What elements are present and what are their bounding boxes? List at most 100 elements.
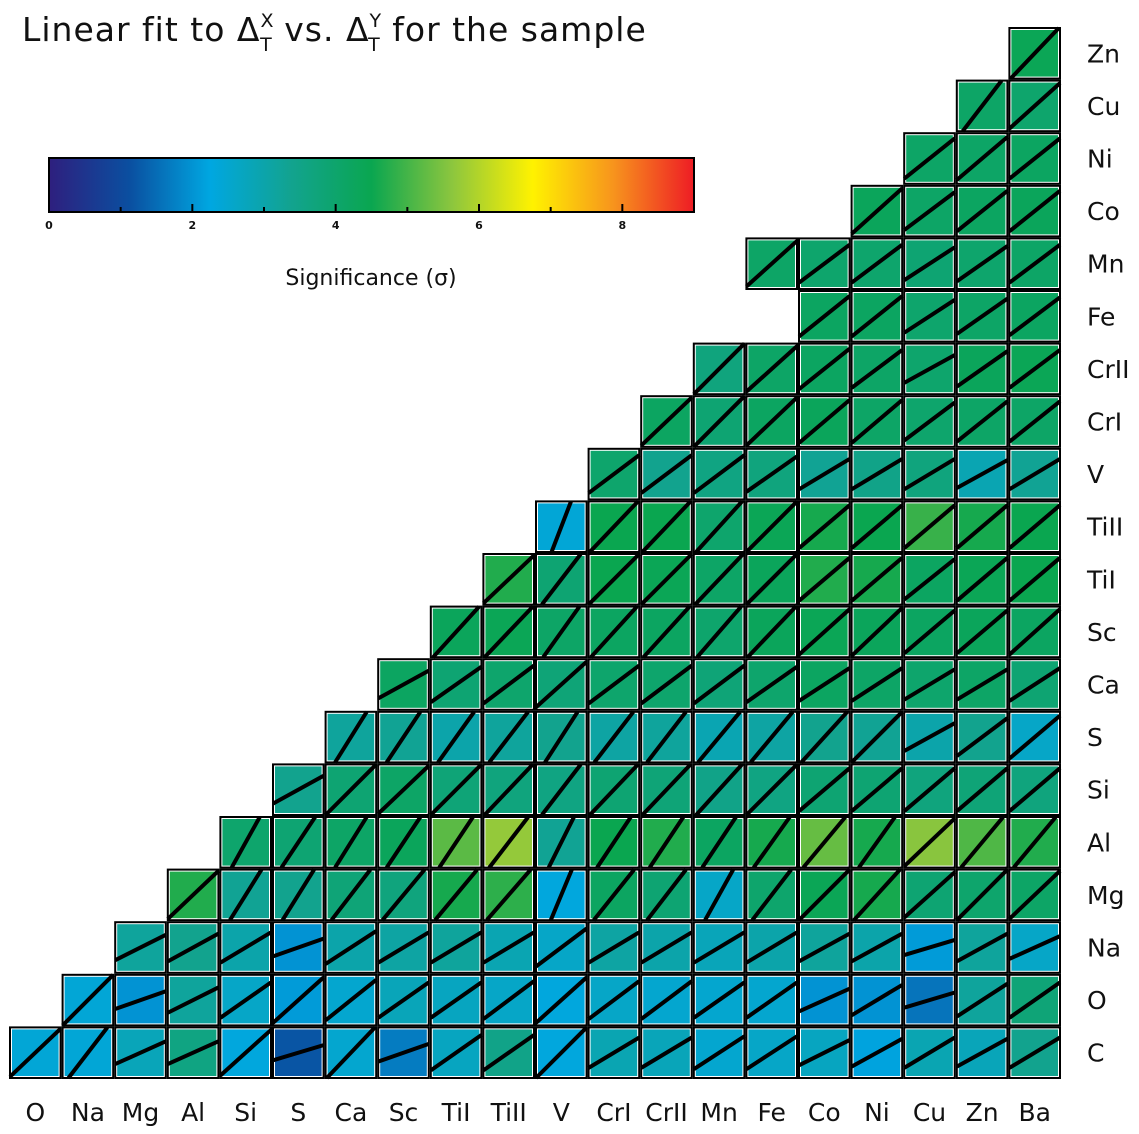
x-tick-label: Cu [913, 1098, 946, 1127]
fit-line [797, 347, 851, 391]
fit-line [903, 353, 956, 385]
heatmap-cell [850, 710, 904, 764]
y-tick-label: CrII [1087, 355, 1129, 384]
fit-line [1008, 714, 1062, 761]
fit-line [801, 815, 847, 869]
fit-line [279, 815, 317, 869]
heatmap-cell [797, 553, 851, 606]
heatmap-cell [219, 973, 273, 1027]
fit-line [798, 1038, 851, 1068]
fit-line [745, 344, 799, 394]
fit-line [692, 342, 746, 396]
fit-line [694, 763, 744, 817]
fit-line [797, 294, 851, 339]
fit-line [744, 499, 799, 554]
heatmap-cell [797, 447, 851, 501]
heatmap-cell [272, 763, 325, 817]
fit-line [692, 980, 746, 1020]
fit-line [429, 1033, 483, 1073]
fit-line [487, 710, 530, 764]
heatmap-cell [955, 290, 1009, 343]
fit-line [903, 937, 956, 958]
fit-line [429, 762, 483, 817]
fit-line [955, 868, 1009, 922]
y-tick-label: Cu [1087, 92, 1120, 121]
fit-line [850, 766, 904, 813]
heatmap-cell [850, 973, 904, 1027]
heatmap-cell [272, 815, 325, 869]
heatmap-cell [903, 658, 956, 711]
heatmap-cell [797, 763, 851, 817]
fit-line [955, 931, 1009, 964]
fit-line [546, 816, 576, 869]
fit-line [903, 990, 956, 1010]
heatmap-cell [482, 973, 536, 1027]
heatmap-cell [903, 447, 956, 501]
heatmap-cell [429, 1026, 483, 1080]
fit-line [219, 1028, 273, 1077]
fit-line [955, 981, 1009, 1019]
y-tick-label: S [1087, 723, 1103, 752]
chart-title: Linear fit to ΔX T vs. ΔY T for the sample [22, 10, 647, 56]
heatmap-cell [166, 973, 220, 1027]
heatmap-cell [482, 605, 535, 659]
fit-line [377, 1041, 430, 1064]
fit-line [1012, 815, 1058, 869]
heatmap-cell [1008, 342, 1062, 396]
fit-line [66, 1026, 109, 1080]
fit-line [384, 710, 423, 764]
fit-line [798, 931, 851, 964]
y-tick-label: O [1087, 986, 1107, 1015]
fit-line [852, 868, 902, 922]
fit-line [595, 815, 633, 869]
fit-line [797, 243, 851, 285]
y-tick-label: C [1087, 1039, 1104, 1068]
x-tick-label: S [290, 1098, 306, 1127]
fit-line [548, 868, 574, 921]
fit-line [376, 764, 431, 816]
heatmap-cell [903, 342, 956, 396]
fit-line [955, 667, 1009, 702]
fit-line [955, 244, 1009, 284]
fit-line [902, 608, 957, 655]
heatmap-cell [745, 605, 799, 659]
fit-line [797, 556, 851, 603]
heatmap-cell [1008, 79, 1062, 133]
fit-line [587, 930, 641, 965]
fit-line [588, 500, 640, 554]
colorbar-tick-label: 2 [189, 219, 197, 232]
fit-line [429, 980, 483, 1020]
heatmap-cell [797, 395, 851, 448]
heatmap-cell [534, 973, 588, 1027]
fit-line [797, 766, 851, 813]
fit-line [380, 868, 427, 922]
heatmap-cell [8, 1026, 62, 1080]
heatmap-cell [955, 395, 1009, 448]
heatmap-cell [955, 868, 1009, 922]
x-tick-label: V [553, 1098, 570, 1127]
heatmap-cell [639, 552, 694, 607]
heatmap-cell [745, 815, 799, 869]
fit-line [645, 710, 688, 764]
fit-line [798, 986, 851, 1014]
fit-line [1008, 295, 1062, 337]
x-tick-label: CrII [645, 1098, 687, 1127]
fit-line [431, 605, 481, 659]
fit-line [850, 606, 904, 658]
fit-line [850, 457, 904, 491]
heatmap-cell [955, 973, 1009, 1027]
heatmap-cell [692, 1026, 746, 1080]
fit-line [955, 135, 1009, 182]
fit-line [272, 1043, 325, 1063]
fit-line [961, 79, 1004, 133]
fit-line [325, 1026, 377, 1080]
x-tick-label: Ca [335, 1098, 368, 1127]
fit-line [645, 868, 688, 922]
heatmap-cell [955, 79, 1009, 133]
colorbar-label: Significance (σ) [285, 266, 456, 291]
heatmap-cell [482, 815, 535, 869]
heatmap-cell [640, 763, 693, 817]
fit-line [752, 815, 792, 869]
heatmap-cell [219, 1026, 273, 1080]
fit-line [436, 710, 476, 764]
